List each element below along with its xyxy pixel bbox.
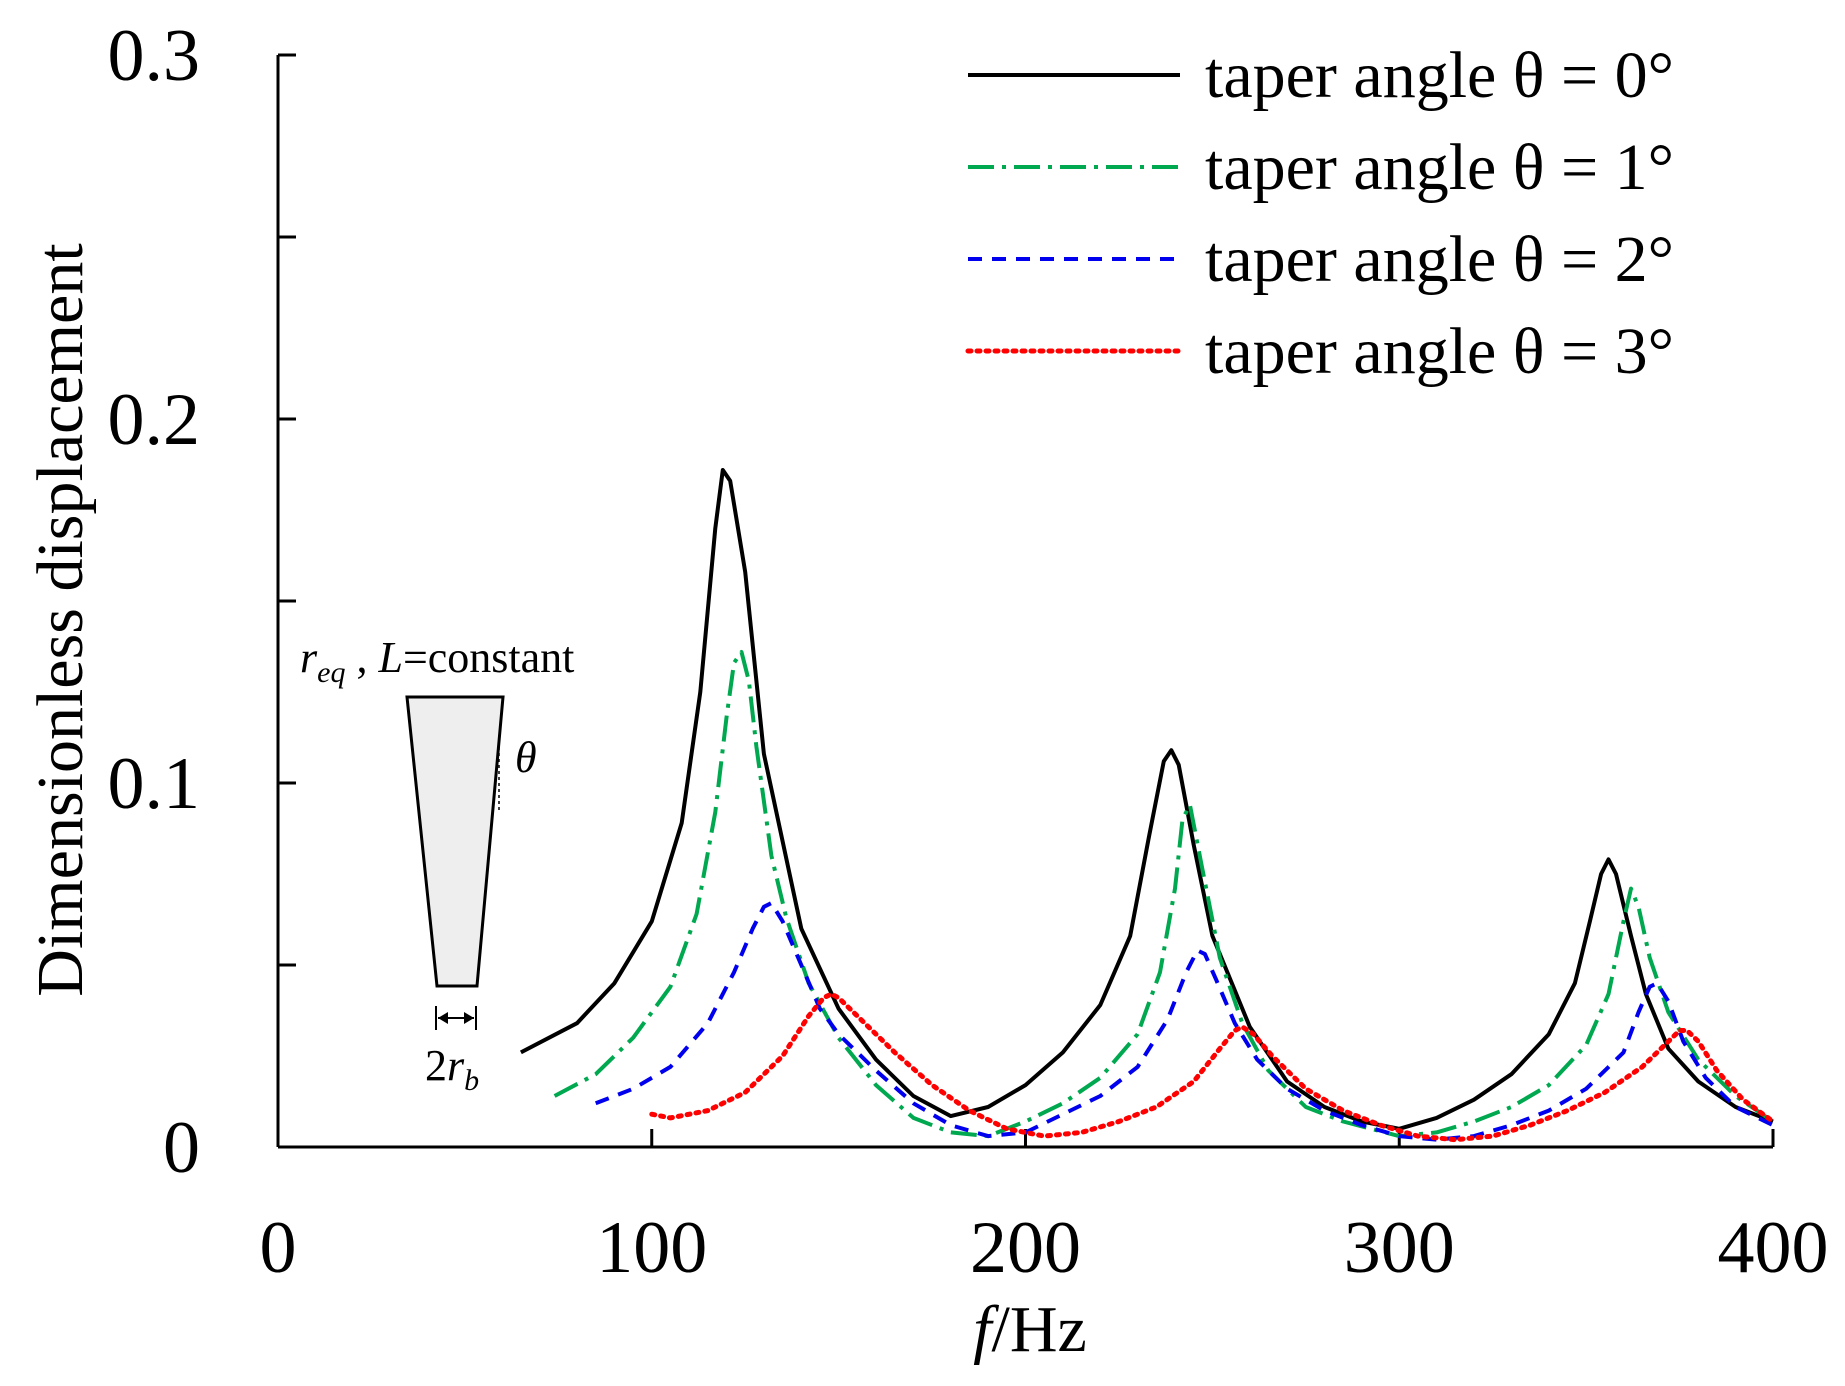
x-ticks: 0 100 200 300 400 [260, 1129, 1829, 1289]
legend-label-theta-2: taper angle θ = 2° [1205, 223, 1674, 296]
x-tick-label: 200 [970, 1207, 1081, 1289]
series-line-theta-0 [519, 468, 1774, 1131]
x-tick-label: 400 [1718, 1207, 1829, 1289]
legend-label-theta-3: taper angle θ = 3° [1205, 315, 1674, 388]
inset-base-r: r [447, 1041, 465, 1090]
series-line-theta-3 [649, 991, 1776, 1143]
legend-label-theta-0: taper angle θ = 0° [1205, 39, 1674, 112]
inset-schematic: req , L=constant θ 2rb [300, 633, 574, 1097]
inset-constant: =constant [403, 633, 574, 682]
inset-req-sub: eq [317, 656, 345, 689]
inset-base-num: 2 [425, 1041, 447, 1090]
inset-title: req , L=constant [300, 633, 574, 689]
base-dim-arrow-right [464, 1012, 474, 1024]
tapered-beam-shape [405, 695, 505, 988]
y-ticks: 0 0.1 0.2 0.3 [108, 15, 296, 1189]
axes [276, 55, 1773, 1149]
inset-req-r: r [300, 633, 318, 682]
inset-sep: , [345, 633, 378, 682]
legend-label-theta-1: taper angle θ = 1° [1205, 131, 1674, 204]
legend: taper angle θ = 0° taper angle θ = 1° tape… [965, 39, 1674, 388]
inset-base-label: 2rb [425, 1041, 479, 1097]
series-group [519, 468, 1776, 1143]
inset-base-sub: b [464, 1064, 479, 1097]
y-tick-label: 0.2 [108, 379, 201, 461]
series-line-theta-1 [553, 650, 1775, 1139]
x-axis-title: f/Hz [973, 1293, 1087, 1366]
y-tick-label: 0.1 [108, 743, 201, 825]
y-tick-label: 0 [163, 1107, 200, 1189]
x-axis-title-unit: /Hz [992, 1293, 1087, 1366]
x-tick-label: 0 [260, 1207, 297, 1289]
inset-L: L [377, 633, 402, 682]
y-tick-label: 0.3 [108, 15, 201, 97]
y-axis-title: Dimensionless displacement [24, 243, 97, 996]
x-tick-label: 100 [596, 1207, 707, 1289]
x-tick-label: 300 [1344, 1207, 1455, 1289]
inset-theta: θ [515, 733, 537, 782]
base-dim-arrow-left [438, 1012, 448, 1024]
